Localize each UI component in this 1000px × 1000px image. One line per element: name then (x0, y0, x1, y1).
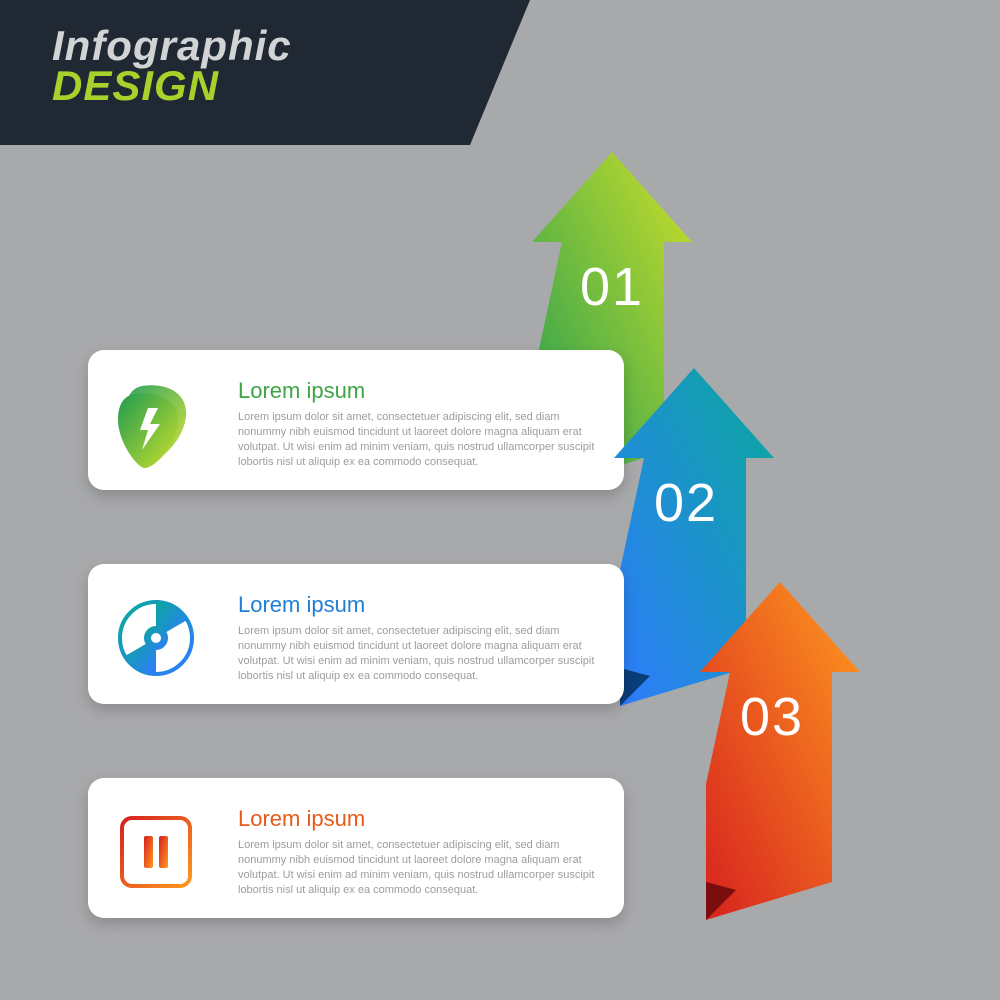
header-line2: DESIGN (52, 66, 292, 106)
card-1-text: Lorem ipsum Lorem ipsum dolor sit amet, … (238, 378, 608, 469)
card-1-body: Lorem ipsum dolor sit amet, consectetuer… (238, 410, 608, 469)
pause-square-icon (112, 808, 200, 896)
card-2: Lorem ipsum Lorem ipsum dolor sit amet, … (88, 564, 624, 704)
card-1: Lorem ipsum Lorem ipsum dolor sit amet, … (88, 350, 624, 490)
card-3: Lorem ipsum Lorem ipsum dolor sit amet, … (88, 778, 624, 918)
card-3-title: Lorem ipsum (238, 806, 608, 832)
card-3-text: Lorem ipsum Lorem ipsum dolor sit amet, … (238, 806, 608, 897)
card-2-body: Lorem ipsum dolor sit amet, consectetuer… (238, 624, 608, 683)
row-3: Lorem ipsum Lorem ipsum dolor sit amet, … (88, 778, 788, 918)
guitar-pick-icon (112, 380, 200, 468)
row-2: Lorem ipsum Lorem ipsum dolor sit amet, … (88, 564, 788, 704)
card-2-title: Lorem ipsum (238, 592, 608, 618)
card-2-text: Lorem ipsum Lorem ipsum dolor sit amet, … (238, 592, 608, 683)
arrow-number-2: 02 (654, 472, 718, 534)
header-title: Infographic DESIGN (52, 26, 292, 106)
arrow-number-1: 01 (580, 256, 644, 318)
header-corner: Infographic DESIGN (0, 0, 530, 145)
header-line1: Infographic (52, 26, 292, 66)
card-3-body: Lorem ipsum dolor sit amet, consectetuer… (238, 838, 608, 897)
arrow-number-3: 03 (740, 686, 804, 748)
card-1-title: Lorem ipsum (238, 378, 608, 404)
cd-disc-icon (112, 594, 200, 682)
